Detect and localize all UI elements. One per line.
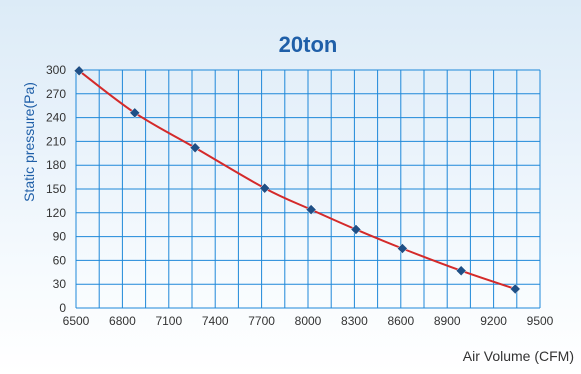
y-tick-label: 30 [53, 277, 67, 291]
x-tick-label: 6500 [63, 314, 90, 328]
x-tick-label: 7400 [202, 314, 229, 328]
tick-labels: 6500 6800 7100 7400 7700 8000 8300 8600 8900 9200… [46, 63, 554, 328]
series-layer [73, 65, 521, 295]
y-tick-label: 300 [46, 63, 66, 77]
x-axis-label: Air Volume (CFM) [463, 348, 574, 364]
x-tick-label: 8300 [341, 314, 368, 328]
series-line [78, 69, 516, 290]
x-tick-label: 7700 [248, 314, 275, 328]
data-point-marker [189, 142, 201, 154]
x-tick-label: 8000 [295, 314, 322, 328]
x-tick-label: 8900 [434, 314, 461, 328]
y-tick-label: 180 [46, 158, 66, 172]
y-tick-label: 270 [46, 87, 66, 101]
data-point-marker [305, 204, 317, 215]
data-point-marker [455, 265, 467, 277]
y-tick-label: 0 [59, 301, 66, 315]
data-point-marker [259, 182, 271, 194]
data-point-marker [509, 283, 521, 295]
y-tick-label: 210 [46, 134, 66, 148]
x-tick-label: 7100 [155, 314, 182, 328]
chart-title: 20ton [279, 32, 338, 57]
y-tick-label: 120 [46, 206, 66, 220]
y-tick-label: 150 [46, 182, 66, 196]
y-tick-label: 240 [46, 111, 66, 125]
y-tick-label: 60 [53, 253, 67, 267]
x-tick-label: 8600 [387, 314, 414, 328]
grid-lines [75, 69, 541, 309]
x-tick-label: 9200 [480, 314, 507, 328]
data-point-marker [350, 224, 362, 235]
x-tick-label: 6800 [109, 314, 136, 328]
x-tick-label: 9500 [527, 314, 554, 328]
y-axis-label: Static pressure(Pa) [21, 82, 37, 202]
y-tick-label: 90 [53, 230, 67, 244]
data-point-marker [73, 65, 85, 77]
data-point-marker [396, 243, 408, 254]
data-point-marker [129, 107, 141, 119]
